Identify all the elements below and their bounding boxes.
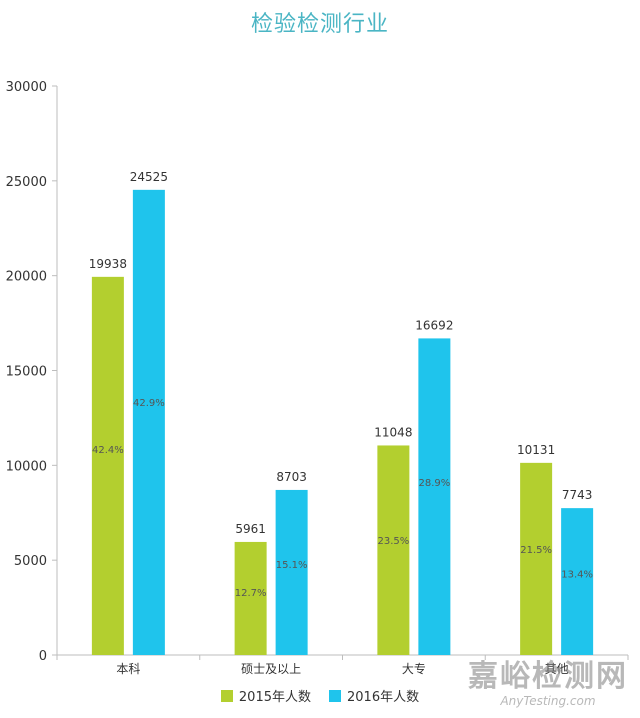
bar-percent-label: 21.5% bbox=[520, 545, 552, 556]
bar-2015 bbox=[377, 445, 410, 655]
bar-percent-label: 28.9% bbox=[418, 478, 450, 489]
bar-percent-label: 13.4% bbox=[561, 570, 593, 581]
bar-percent-label: 42.4% bbox=[92, 445, 124, 456]
x-tick-label: 其他 bbox=[545, 662, 569, 676]
x-tick-label: 大专 bbox=[402, 661, 426, 676]
bar-value-label: 19938 bbox=[89, 257, 127, 271]
bar-percent-label: 23.5% bbox=[377, 536, 409, 547]
y-tick-label: 0 bbox=[39, 649, 47, 664]
bar-2015 bbox=[234, 541, 267, 655]
watermark: 嘉峪检测网 AnyTesting.com bbox=[468, 659, 628, 709]
bar-2016 bbox=[561, 508, 594, 655]
legend-label-2016: 2016年人数 bbox=[347, 690, 420, 705]
legend-label-2015: 2015年人数 bbox=[238, 690, 311, 705]
bar-2016 bbox=[275, 489, 308, 655]
bar-value-label: 24525 bbox=[130, 170, 168, 184]
legend-swatch-2015 bbox=[220, 689, 233, 702]
bar-value-label: 16692 bbox=[415, 318, 453, 332]
bar-percent-label: 42.9% bbox=[133, 398, 165, 409]
y-tick-label: 15000 bbox=[6, 365, 47, 380]
bar-percent-label: 12.7% bbox=[235, 588, 267, 599]
y-tick-label: 5000 bbox=[14, 554, 47, 569]
chart-title: 检验检测行业 bbox=[250, 12, 389, 37]
chart-legend: 2015年人数 2016年人数 bbox=[0, 686, 640, 705]
legend-item-2015[interactable]: 2015年人数 bbox=[220, 686, 311, 705]
y-tick-label: 10000 bbox=[6, 459, 47, 474]
bar-value-label: 5961 bbox=[235, 522, 266, 536]
bar-2015 bbox=[91, 276, 124, 655]
legend-swatch-2016 bbox=[329, 689, 341, 702]
bar-value-label: 10131 bbox=[517, 443, 555, 457]
bar-value-label: 8703 bbox=[276, 470, 307, 484]
legend-item-2016[interactable]: 2016年人数 bbox=[329, 686, 419, 705]
bar-2015 bbox=[520, 462, 553, 655]
y-tick-label: 20000 bbox=[6, 270, 47, 285]
watermark-cn: 嘉峪检测网 bbox=[468, 659, 628, 694]
bar-value-label: 11048 bbox=[374, 425, 412, 439]
watermark-en: AnyTesting.com bbox=[500, 694, 596, 708]
bar-2016 bbox=[132, 189, 165, 655]
bar-2016 bbox=[418, 338, 451, 655]
x-tick-label: 硕士及以上 bbox=[241, 662, 301, 676]
y-tick-label: 25000 bbox=[6, 175, 47, 190]
bar-value-label: 7743 bbox=[562, 488, 593, 502]
y-tick-label: 30000 bbox=[6, 80, 47, 95]
bar-percent-label: 15.1% bbox=[276, 560, 308, 571]
x-tick-label: 本科 bbox=[116, 662, 140, 676]
